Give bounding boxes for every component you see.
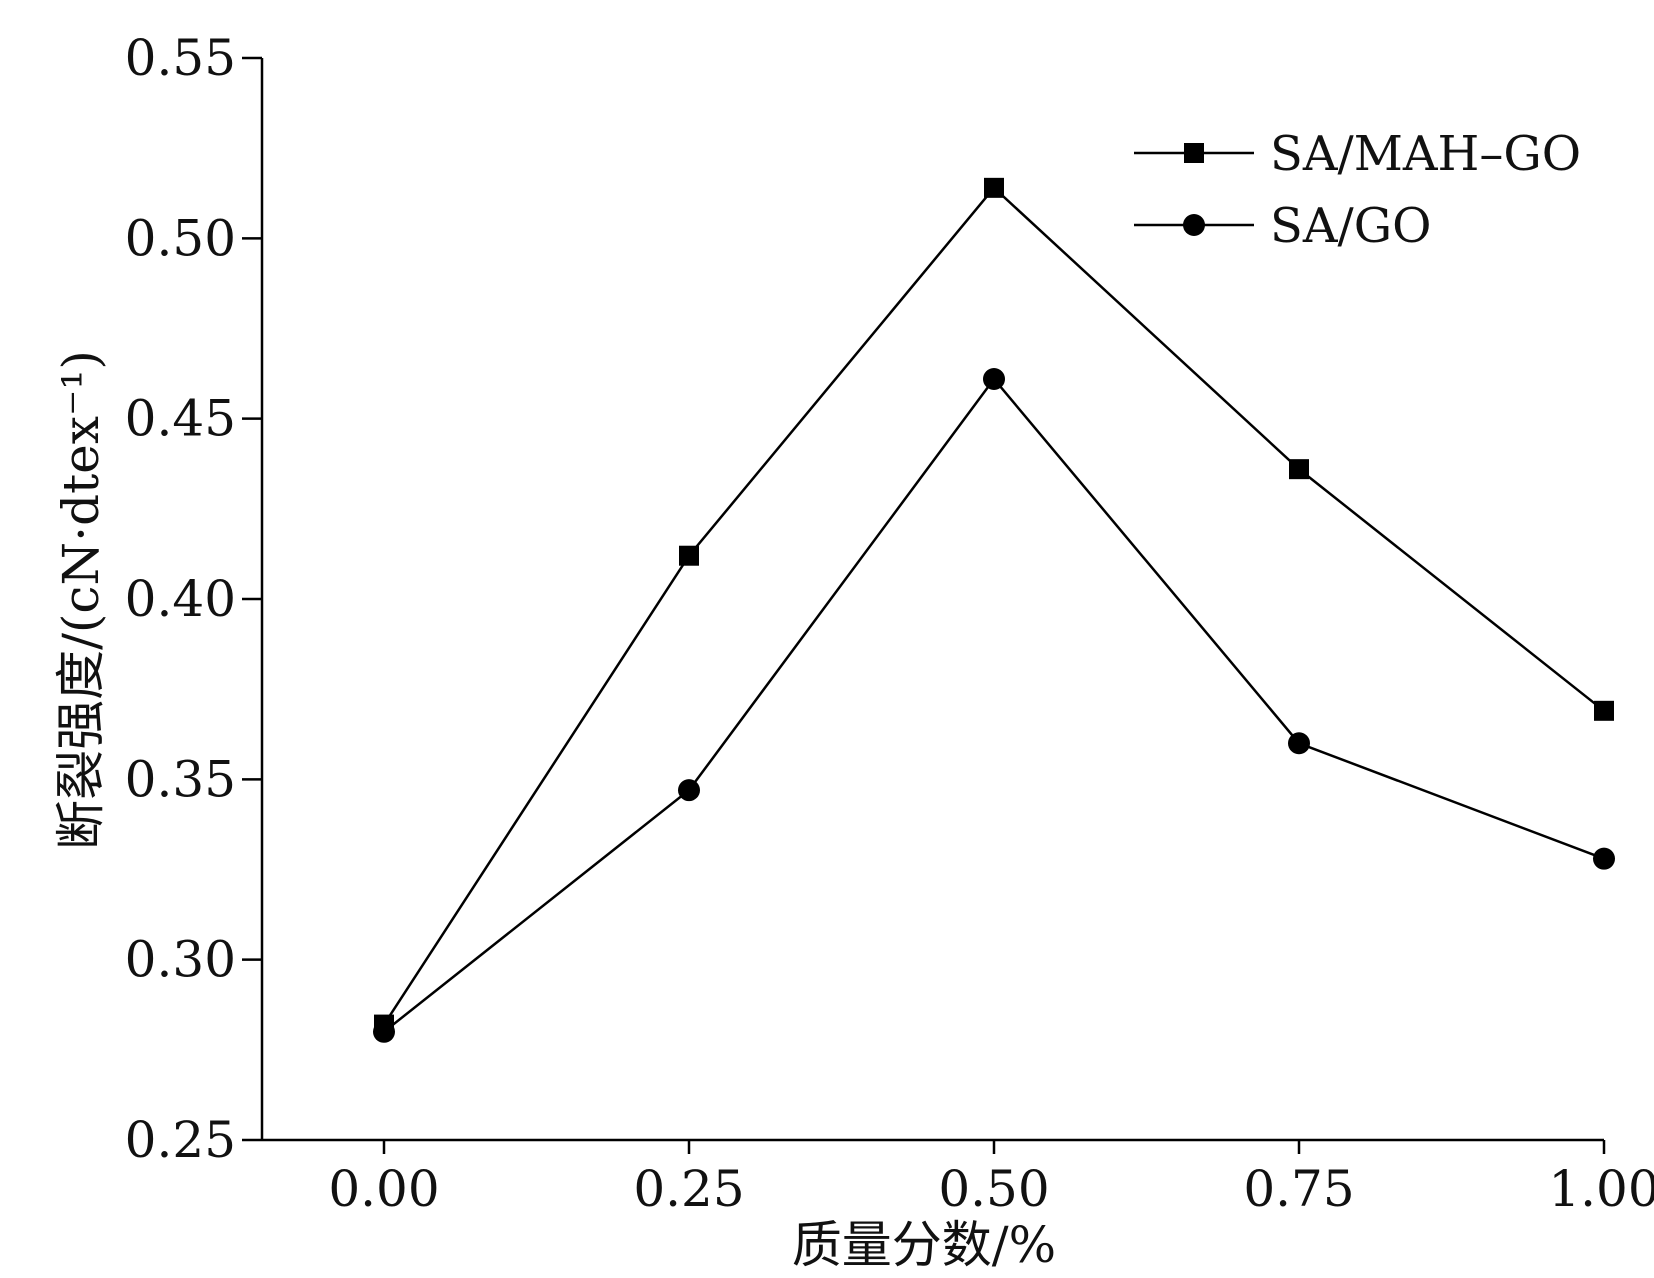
data-point-circle xyxy=(678,779,700,802)
y-axis-title: 断裂强度/(cN·dtex⁻¹) xyxy=(52,350,110,850)
x-tick-label: 1.00 xyxy=(1548,1160,1654,1218)
data-point-circle xyxy=(373,1020,395,1043)
y-tick-label: 0.25 xyxy=(125,1111,236,1169)
y-tick-label: 0.35 xyxy=(125,750,236,808)
y-tick-label: 0.40 xyxy=(125,570,236,628)
legend-marker-square xyxy=(1184,143,1204,163)
x-ticks: 0.00 0.25 0.50 0.75 1.00 xyxy=(328,1140,1654,1218)
x-tick-label: 0.75 xyxy=(1243,1160,1354,1218)
data-point-square xyxy=(679,545,699,566)
series-1 xyxy=(374,177,1614,1035)
y-tick-label: 0.50 xyxy=(125,209,236,267)
legend-label: SA/MAH–GO xyxy=(1270,126,1581,182)
legend-item: SA/MAH–GO xyxy=(1134,126,1581,182)
series-layer xyxy=(373,177,1615,1043)
data-point-circle xyxy=(983,367,1005,390)
x-tick-label: 0.25 xyxy=(633,1160,744,1218)
x-tick-label: 0.50 xyxy=(938,1160,1049,1218)
y-tick-label: 0.55 xyxy=(125,29,236,87)
series-line xyxy=(383,376,1605,1033)
x-tick-label: 0.00 xyxy=(328,1160,439,1218)
data-point-square xyxy=(984,177,1004,198)
y-tick-label: 0.30 xyxy=(125,931,236,989)
data-point-circle xyxy=(1593,847,1615,870)
data-point-square xyxy=(1289,459,1309,480)
series-2 xyxy=(373,367,1615,1043)
y-ticks: 0.25 0.30 0.35 0.40 0.45 0.50 0.55 xyxy=(125,29,262,1169)
y-tick-label: 0.45 xyxy=(125,390,236,448)
legend-item: SA/GO xyxy=(1134,198,1431,254)
data-point-square xyxy=(1594,700,1614,721)
x-axis-title: 质量分数/% xyxy=(792,1216,1056,1274)
data-point-circle xyxy=(1288,732,1310,755)
legend: SA/MAH–GO SA/GO xyxy=(1134,126,1581,254)
legend-label: SA/GO xyxy=(1270,198,1431,254)
series-line xyxy=(382,186,1605,1026)
legend-marker-circle xyxy=(1183,214,1205,236)
